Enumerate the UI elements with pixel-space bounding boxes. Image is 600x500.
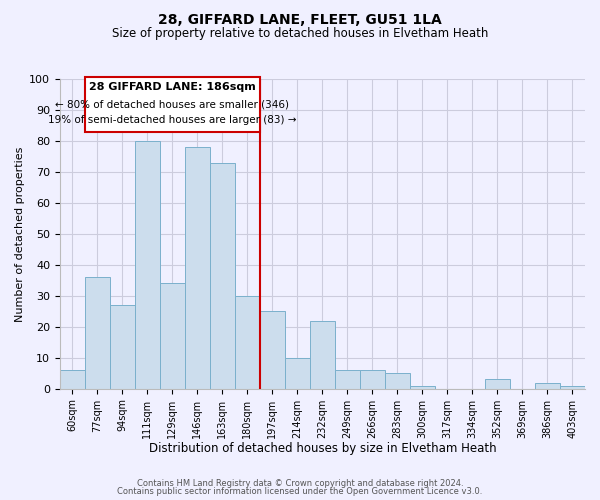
Bar <box>60 370 85 388</box>
Bar <box>285 358 310 388</box>
FancyBboxPatch shape <box>85 78 260 132</box>
Bar <box>385 373 410 388</box>
Bar <box>485 380 510 388</box>
Bar <box>110 305 135 388</box>
Text: Contains public sector information licensed under the Open Government Licence v3: Contains public sector information licen… <box>118 487 482 496</box>
Text: Contains HM Land Registry data © Crown copyright and database right 2024.: Contains HM Land Registry data © Crown c… <box>137 478 463 488</box>
Text: ← 80% of detached houses are smaller (346): ← 80% of detached houses are smaller (34… <box>55 99 289 109</box>
Bar <box>360 370 385 388</box>
Bar <box>260 312 285 388</box>
Text: 28 GIFFARD LANE: 186sqm: 28 GIFFARD LANE: 186sqm <box>89 82 256 92</box>
Bar <box>410 386 435 388</box>
Bar <box>335 370 360 388</box>
Bar <box>535 382 560 388</box>
Bar <box>235 296 260 388</box>
Text: Size of property relative to detached houses in Elvetham Heath: Size of property relative to detached ho… <box>112 28 488 40</box>
Bar <box>210 162 235 388</box>
Text: 19% of semi-detached houses are larger (83) →: 19% of semi-detached houses are larger (… <box>48 114 296 124</box>
Bar <box>560 386 585 388</box>
Y-axis label: Number of detached properties: Number of detached properties <box>15 146 25 322</box>
Text: 28, GIFFARD LANE, FLEET, GU51 1LA: 28, GIFFARD LANE, FLEET, GU51 1LA <box>158 12 442 26</box>
Bar <box>85 277 110 388</box>
Bar <box>185 147 210 388</box>
Bar <box>135 141 160 388</box>
Bar <box>310 320 335 388</box>
X-axis label: Distribution of detached houses by size in Elvetham Heath: Distribution of detached houses by size … <box>149 442 496 455</box>
Bar <box>160 284 185 389</box>
